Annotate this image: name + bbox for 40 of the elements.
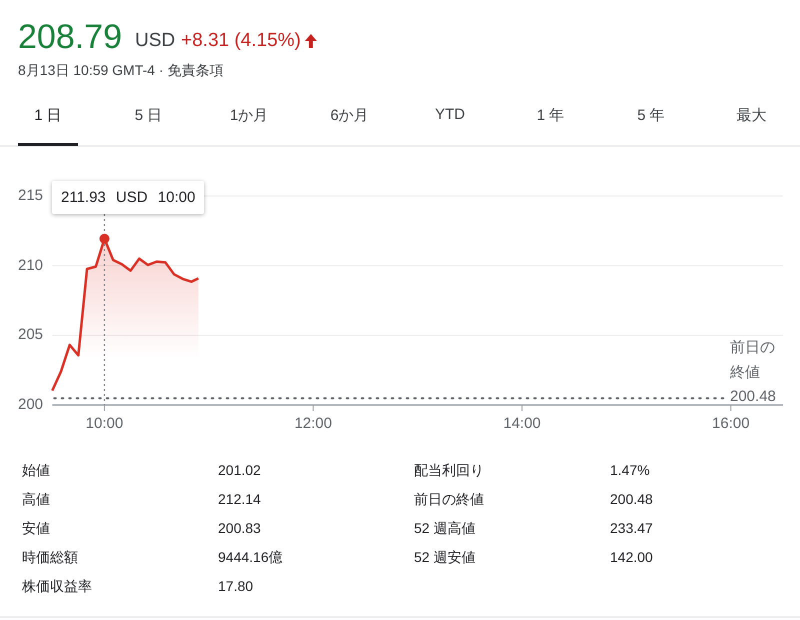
ref-line-label: 前日の終値 200.48 xyxy=(730,338,777,408)
text: 52 週高値 xyxy=(414,520,476,538)
text: 9444.16億 xyxy=(218,549,283,567)
text: +8.31 (4.15%) xyxy=(181,30,301,52)
chart-subtitle: 8月13日 10:59 GMT-4 · 免責条項 xyxy=(18,62,224,80)
text: 200.48 xyxy=(610,491,653,507)
text: 時価総額 xyxy=(22,549,78,567)
text: 17.80 xyxy=(218,578,254,594)
chart-title: 208.79 xyxy=(18,18,122,57)
x-tick-label: 14:00 xyxy=(503,415,541,432)
text: 201.02 xyxy=(218,462,261,478)
text: 高値 xyxy=(22,491,50,509)
text: 212.14 xyxy=(218,491,261,507)
text: 株価収益率 xyxy=(22,578,92,596)
text: USD xyxy=(135,30,176,52)
text: 1.47% xyxy=(610,462,650,478)
text: 1 日 xyxy=(34,106,62,125)
text: 1か月 xyxy=(230,106,268,125)
text: 142.00 xyxy=(610,549,653,565)
text: 始値 xyxy=(22,462,50,480)
y-tick-label: 205 xyxy=(18,326,44,344)
text: 1 年 xyxy=(536,106,564,125)
x-tick-label: 12:00 xyxy=(294,415,332,432)
annotation: 211.93 USD 10:00 xyxy=(52,181,204,214)
text: 233.47 xyxy=(610,520,653,536)
text: 5 年 xyxy=(637,106,665,125)
text: YTD xyxy=(435,106,465,123)
text: 52 週安値 xyxy=(414,549,476,567)
x-tick-label: 10:00 xyxy=(86,415,124,432)
text: 最大 xyxy=(736,106,766,125)
text: 6か月 xyxy=(330,106,369,125)
y-tick-label: 200 xyxy=(18,396,44,413)
text: 5 日 xyxy=(134,106,162,125)
y-tick-label: 210 xyxy=(18,256,44,274)
y-tick-label: 215 xyxy=(18,187,44,204)
text: 安値 xyxy=(22,520,50,538)
x-tick-label: 16:00 xyxy=(712,415,750,432)
text: 配当利回り xyxy=(414,462,484,480)
text: 前日の終値 xyxy=(414,491,484,509)
text: 200.83 xyxy=(218,520,261,536)
